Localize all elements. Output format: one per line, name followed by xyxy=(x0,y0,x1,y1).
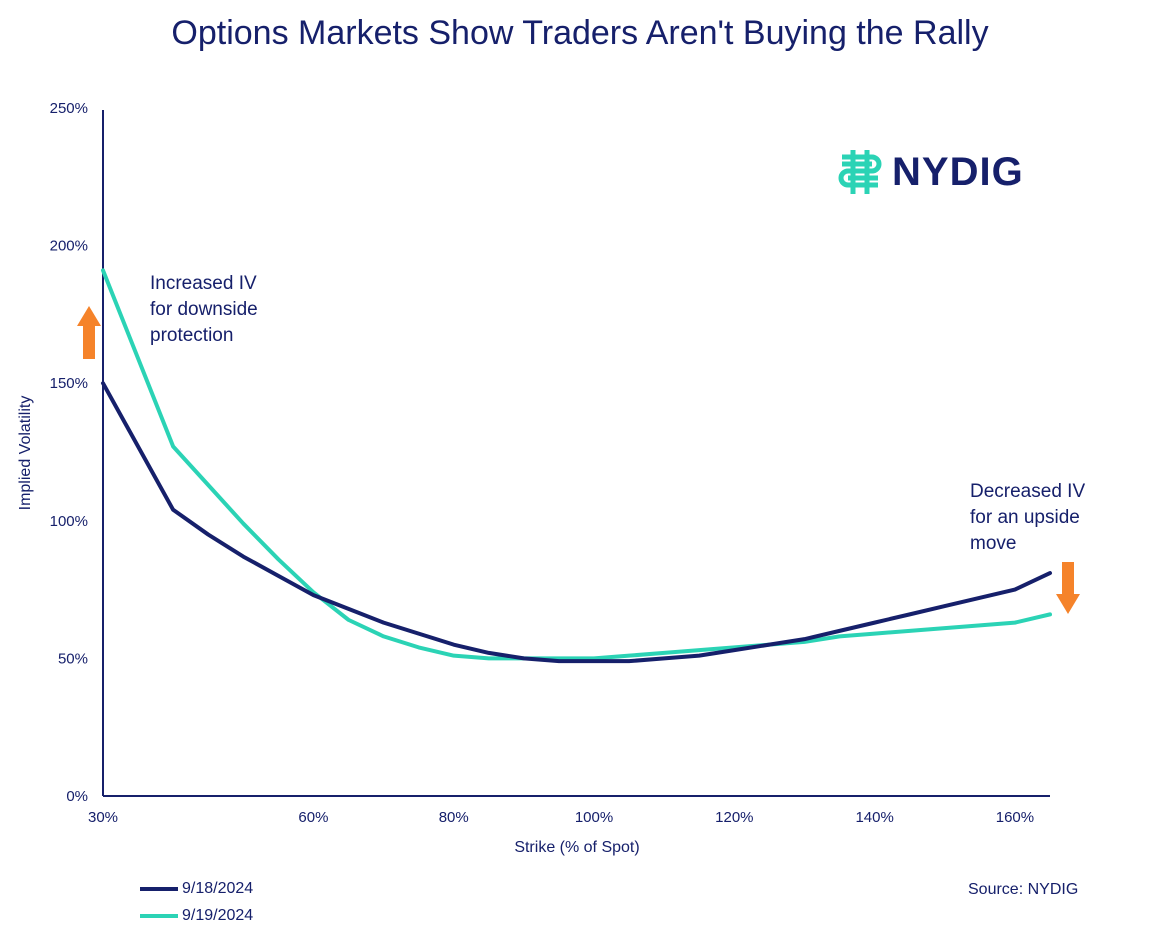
x-tick-label: 140% xyxy=(855,809,893,826)
legend-label: 9/18/2024 xyxy=(182,880,254,897)
legend-item-0919: 9/19/2024 xyxy=(140,907,253,925)
logo-text: NYDIG xyxy=(892,149,1024,194)
x-tick-label: 60% xyxy=(298,809,328,826)
series-line-9-18-2024 xyxy=(101,381,1052,664)
nydig-logo: NYDIG xyxy=(836,148,1024,196)
x-tick-label: 80% xyxy=(439,809,469,826)
y-tick-label: 200% xyxy=(50,238,88,255)
series-lines xyxy=(101,268,1052,664)
annotation-decreased-iv: Decreased IV for an upside move xyxy=(970,481,1086,554)
y-tick-label: 0% xyxy=(66,788,88,805)
y-axis-label: Implied Volatility xyxy=(17,396,34,511)
x-tick-label: 30% xyxy=(88,809,118,826)
x-tick-label: 160% xyxy=(996,809,1034,826)
legend-swatch xyxy=(140,887,178,891)
legend-item-0918: 9/18/2024 xyxy=(140,880,253,898)
annotation-increased-iv: Increased IV for downside protection xyxy=(150,273,258,346)
x-tick-label: 100% xyxy=(575,809,613,826)
chart-title: Options Markets Show Traders Aren't Buyi… xyxy=(171,14,989,52)
y-tick-label: 250% xyxy=(50,100,88,117)
down-arrow-icon xyxy=(1056,562,1080,614)
nydig-logo-icon xyxy=(838,150,882,194)
source-note: Source: NYDIG xyxy=(968,881,1079,898)
legend-swatch xyxy=(140,914,178,918)
y-tick-label: 150% xyxy=(50,375,88,392)
y-tick-label: 50% xyxy=(58,650,88,667)
x-axis-label: Strike (% of Spot) xyxy=(514,839,639,856)
y-axis-ticks: 0% 50% 100% 150% 200% 250% xyxy=(50,100,88,805)
x-tick-label: 120% xyxy=(715,809,753,826)
legend-label: 9/19/2024 xyxy=(182,907,254,924)
series-line-9-19-2024 xyxy=(101,268,1052,661)
up-arrow-icon xyxy=(77,306,101,359)
x-axis-ticks: 30% 60% 80% 100% 120% 140% 160% xyxy=(88,809,1034,826)
y-tick-label: 100% xyxy=(50,513,88,530)
